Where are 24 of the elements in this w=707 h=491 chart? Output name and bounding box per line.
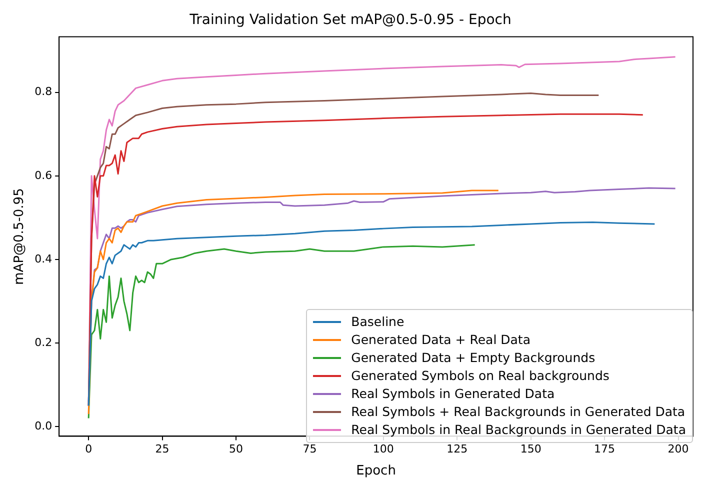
x-tick-label: 0 (85, 442, 92, 456)
legend-label: Generated Symbols on Real backgrounds (351, 367, 610, 385)
x-tick-label: 200 (668, 442, 689, 456)
x-tick-label: 50 (229, 442, 243, 456)
legend-label: Real Symbols in Real Backgrounds in Generated Data (351, 421, 686, 439)
y-tick-label: 0.8 (34, 85, 52, 98)
y-tick-label: 0.4 (34, 252, 52, 266)
legend-label: Generated Data + Real Data (351, 331, 530, 349)
legend-label: Real Symbols + Real Backgrounds in Generated Data (351, 403, 686, 421)
x-tick-label: 100 (372, 442, 394, 456)
y-tick-label: 0.6 (34, 168, 52, 182)
legend-label: Baseline (351, 313, 404, 331)
y-axis-title: mAP@0.5-0.95 (12, 188, 28, 285)
y-tick-label: 0.2 (34, 336, 52, 349)
legend-label: Generated Data + Empty Backgrounds (351, 349, 596, 367)
x-axis-title: Epoch (356, 464, 396, 479)
x-tick-label: 175 (594, 442, 616, 456)
chart-title: Training Validation Set mAP@0.5-0.95 - Epoch (188, 12, 512, 28)
x-tick-label: 150 (520, 442, 542, 456)
y-tick-label: 0.0 (34, 419, 52, 432)
x-tick-label: 25 (155, 442, 170, 456)
legend-label: Real Symbols in Generated Data (351, 385, 555, 403)
x-tick-label: 125 (446, 442, 468, 456)
x-tick-label: 75 (302, 442, 317, 456)
